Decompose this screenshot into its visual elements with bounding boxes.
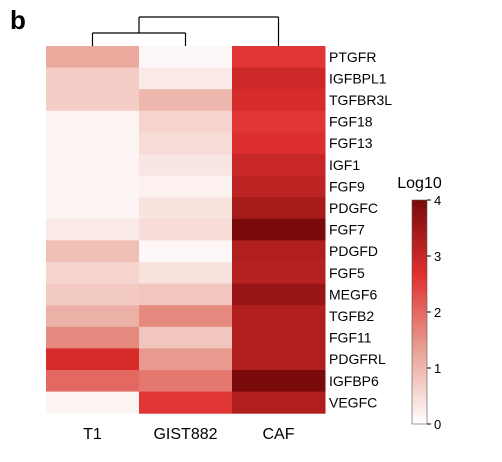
colorbar-tick-label: 0	[434, 417, 441, 432]
heatmap-cell	[139, 154, 233, 177]
heatmap-cell	[46, 283, 140, 306]
colorbar-title: Log10	[397, 175, 442, 192]
heatmap-cell	[139, 370, 233, 393]
heatmap-cell	[139, 89, 233, 112]
heatmap-cell	[46, 154, 140, 177]
heatmap-cell	[46, 197, 140, 220]
heatmap-cell	[46, 67, 140, 90]
heatmap-cell	[232, 326, 326, 349]
heatmap-cell	[139, 262, 233, 285]
heatmap-cell	[232, 110, 326, 133]
heatmap-cell	[46, 305, 140, 328]
row-label: IGF1	[329, 157, 360, 173]
colorbar-gradient	[411, 199, 428, 425]
row-label: FGF13	[329, 135, 373, 151]
heatmap-cell	[232, 67, 326, 90]
heatmap-cell	[46, 262, 140, 285]
colorbar: Log10 0 1 2 3 4	[397, 175, 442, 432]
heatmap-cell	[232, 175, 326, 198]
heatmap-cell	[232, 89, 326, 112]
row-label: MEGF6	[329, 286, 377, 302]
row-label: FGF7	[329, 222, 365, 238]
heatmap-cell	[232, 391, 326, 414]
heatmap-cell	[139, 326, 233, 349]
heatmap-cell	[139, 218, 233, 241]
heatmap-cell	[46, 218, 140, 241]
heatmap-cell	[46, 240, 140, 263]
heatmap-cell	[139, 240, 233, 263]
heatmap-cell	[46, 46, 140, 69]
row-label: FGF11	[329, 330, 372, 346]
row-label: IGFBP6	[329, 373, 379, 389]
heatmap-cell	[46, 89, 140, 112]
heatmap-cell	[139, 283, 233, 306]
row-labels: PTGFR IGFBPL1 TGFBR3L FGF18 FGF13 IGF1 FGF9 PDG…	[329, 49, 392, 411]
row-label: IGFBPL1	[329, 70, 387, 86]
row-label: PDGFRL	[329, 351, 386, 367]
heatmap-cell	[46, 391, 140, 414]
heatmap-cell	[232, 46, 326, 69]
row-label: TGFBR3L	[329, 92, 392, 108]
row-label: FGF5	[329, 265, 365, 281]
heatmap-cell	[139, 67, 233, 90]
row-label: FGF9	[329, 178, 365, 194]
heatmap-cell	[232, 197, 326, 220]
heatmap-cell	[139, 391, 233, 414]
colorbar-tick-label: 2	[434, 305, 441, 320]
column-labels: T1 GIST882 CAF	[83, 426, 295, 443]
heatmap-cell	[232, 305, 326, 328]
heatmap-cell	[46, 175, 140, 198]
heatmap-cell	[46, 326, 140, 349]
colorbar-tick-label: 3	[434, 249, 441, 264]
column-label: T1	[83, 426, 102, 443]
heatmap-cell	[46, 370, 140, 393]
row-label: PDGFC	[329, 200, 378, 216]
heatmap-cell	[232, 240, 326, 263]
row-label: PTGFR	[329, 49, 376, 65]
colorbar-ticks: 0 1 2 3 4	[427, 193, 441, 432]
heatmap-cell	[139, 348, 233, 371]
heatmap-cell	[232, 348, 326, 371]
heatmap-cell	[232, 132, 326, 155]
heatmap-cell	[139, 175, 233, 198]
heatmap-cell	[139, 305, 233, 328]
heatmap-cell	[139, 132, 233, 155]
heatmap-cell	[232, 283, 326, 306]
heatmap-cell	[139, 197, 233, 220]
heatmap-cell	[232, 370, 326, 393]
row-label: PDGFD	[329, 243, 378, 259]
colorbar-tick-label: 1	[434, 361, 441, 376]
heatmap-cell	[139, 110, 233, 133]
column-dendrogram	[91, 16, 280, 46]
panel-label: b	[10, 5, 26, 35]
row-label: VEGFC	[329, 394, 377, 410]
heatmap-cell	[46, 132, 140, 155]
heatmap-cell	[232, 218, 326, 241]
heatmap-cell	[232, 262, 326, 285]
column-label: CAF	[263, 426, 295, 443]
heatmap-cell	[46, 110, 140, 133]
heatmap-cell	[139, 46, 233, 69]
colorbar-tick-label: 4	[434, 193, 441, 208]
row-label: TGFB2	[329, 308, 374, 324]
column-label: GIST882	[153, 426, 217, 443]
row-label: FGF18	[329, 114, 373, 130]
heatmap-cell	[232, 154, 326, 177]
heatmap-cell	[46, 348, 140, 371]
heatmap-cells	[46, 46, 326, 414]
